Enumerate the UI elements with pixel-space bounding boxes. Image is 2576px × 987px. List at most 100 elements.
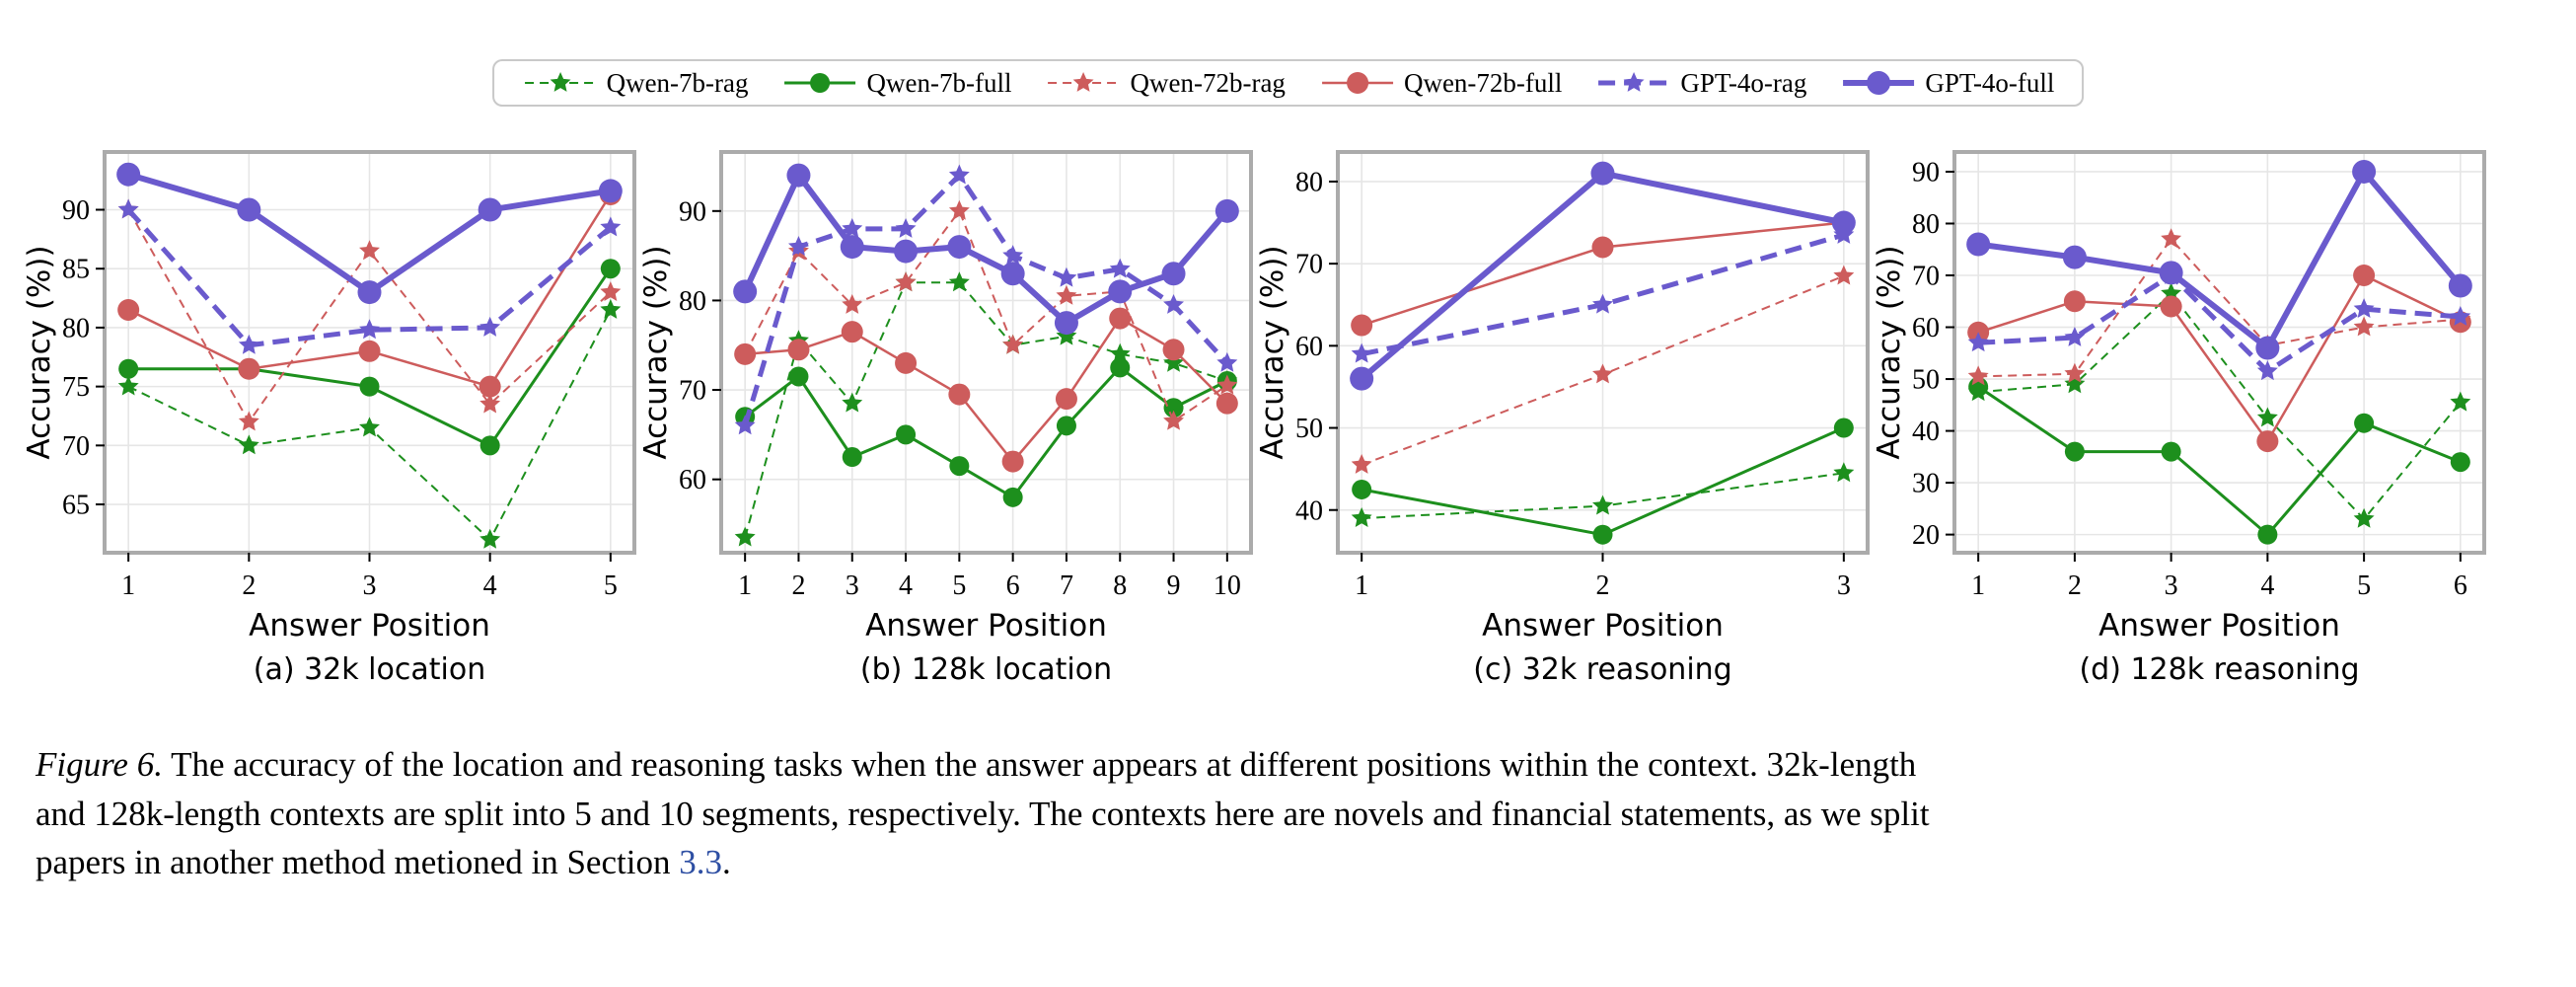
- gpt-4o-rag-marker: [1109, 258, 1131, 278]
- qwen-72b-full-marker: [358, 340, 381, 362]
- y-tick-label: 50: [1912, 365, 1940, 396]
- series-line-qwen-7b-rag: [1978, 291, 2462, 521]
- qwen-72b-rag-marker: [1002, 334, 1024, 354]
- qwen-7b-full-marker: [896, 424, 917, 445]
- y-tick-label: 90: [1912, 157, 1940, 188]
- legend-label: Qwen-7b-full: [866, 67, 1012, 98]
- gpt-4o-rag-marker: [2353, 298, 2375, 319]
- gpt-4o-full-marker: [2062, 245, 2087, 269]
- star-line-sample-icon: [524, 72, 596, 92]
- gpt-4o-full-marker: [598, 179, 623, 203]
- qwen-7b-rag-marker: [479, 528, 501, 549]
- legend-item-qwen-72b-full: Qwen-72b-full: [1319, 66, 1562, 100]
- y-tick-label: 65: [62, 491, 90, 521]
- gpt-4o-full-marker: [1350, 366, 1374, 391]
- x-tick-label: 5: [2357, 570, 2371, 601]
- y-tick-label: 70: [62, 431, 90, 462]
- series-line-gpt-4o-rag: [126, 207, 613, 348]
- gpt-4o-full-marker: [478, 197, 502, 222]
- qwen-72b-full-marker: [2256, 430, 2279, 453]
- qwen-72b-full-marker: [1162, 339, 1185, 361]
- qwen-72b-full-marker: [2160, 295, 2182, 318]
- qwen-7b-full-marker: [118, 358, 139, 379]
- qwen-7b-full-marker: [2161, 441, 2181, 462]
- legend-label: Qwen-72b-full: [1403, 67, 1563, 98]
- qwen-7b-full-marker: [1833, 418, 1854, 438]
- caption-text-3: papers in another method metioned in Sec…: [36, 843, 680, 882]
- chart-caption-d: (d) 128k reasoning: [2079, 652, 2360, 687]
- gpt-4o-rag-marker: [1056, 266, 1077, 287]
- qwen-72b-rag-marker: [1592, 363, 1613, 384]
- qwen-72b-full-marker: [1055, 388, 1077, 411]
- x-tick-label: 10: [1214, 570, 1241, 601]
- gpt-4o-rag-marker: [1002, 245, 1024, 266]
- qwen-7b-rag-marker: [117, 375, 139, 396]
- x-tick-label: 3: [2165, 570, 2178, 601]
- x-tick-label: 1: [1355, 570, 1368, 601]
- qwen-72b-rag-marker: [479, 393, 501, 414]
- circle-line-sample-icon: [1843, 71, 1915, 95]
- qwen-72b-full-marker: [1351, 314, 1373, 337]
- chart-block-c: 40 50 60 70 80 1 2 3 Accuracy (%)) Answer Positio…: [1255, 138, 1876, 687]
- x-tick-label: 5: [952, 570, 966, 601]
- qwen-7b-full-marker: [2354, 413, 2375, 433]
- qwen-7b-full-marker: [788, 366, 809, 387]
- qwen-7b-full-marker: [1110, 357, 1131, 378]
- y-tick-label: 80: [1295, 167, 1323, 197]
- gpt-4o-rag-marker: [479, 316, 501, 337]
- series-line-qwen-7b-full: [744, 365, 1228, 499]
- gpt-4o-full-marker: [1214, 198, 1239, 223]
- x-tick-label: 1: [1971, 570, 1985, 601]
- qwen-72b-full-marker: [238, 357, 260, 380]
- chart-block-a: 65 70 75 80 85 90 1 2 3 4 5 Accuracy (%)) Answer Pos…: [22, 138, 642, 687]
- y-tick-label: 60: [679, 465, 706, 495]
- legend-item-qwen-72b-rag: Qwen-72b-rag: [1045, 66, 1286, 100]
- x-tick-label: 9: [1167, 570, 1181, 601]
- qwen-72b-rag-marker: [1833, 265, 1855, 285]
- y-tick-label: 30: [1912, 469, 1940, 499]
- series-line-qwen-72b-rag: [1978, 237, 2461, 378]
- x-tick-label: 7: [1060, 570, 1073, 601]
- chart-caption-c: (c) 32k reasoning: [1473, 652, 1732, 687]
- qwen-72b-full-marker: [117, 299, 140, 322]
- y-tick-label: 80: [679, 286, 706, 317]
- qwen-72b-full-marker: [2063, 290, 2086, 313]
- qwen-7b-full-marker: [1163, 398, 1184, 418]
- gpt-4o-full-marker: [116, 162, 141, 187]
- qwen-7b-rag-marker: [1592, 494, 1613, 515]
- caption-line-1: Figure 6. The accuracy of the location a…: [36, 740, 2532, 790]
- y-tick-label: 40: [1912, 417, 1940, 447]
- qwen-72b-rag-marker: [1967, 365, 1989, 386]
- circle-line-sample-icon: [1321, 72, 1393, 94]
- qwen-72b-rag-marker: [1056, 284, 1077, 305]
- series-line-gpt-4o-rag: [1978, 271, 2462, 375]
- y-tick-label: 60: [1912, 313, 1940, 343]
- qwen-72b-rag-marker: [1216, 374, 1238, 395]
- qwen-72b-full-marker: [895, 351, 918, 374]
- y-axis-label: Accuracy (%)): [1876, 245, 1907, 459]
- legend-label: Qwen-7b-rag: [606, 67, 749, 98]
- x-axis-label: Answer Position: [249, 608, 490, 642]
- qwen-72b-rag-marker: [842, 293, 863, 314]
- gpt-4o-full-marker: [1108, 279, 1133, 304]
- qwen-7b-rag-marker: [842, 392, 863, 413]
- qwen-7b-rag-marker: [1351, 507, 1372, 527]
- qwen-72b-rag-marker: [895, 271, 917, 292]
- caption-text-3b: .: [721, 843, 731, 882]
- gpt-4o-rag-marker: [2256, 360, 2278, 381]
- qwen-72b-rag-marker: [948, 199, 970, 220]
- qwen-7b-full-marker: [2450, 452, 2470, 473]
- qwen-72b-rag-marker: [1163, 410, 1184, 430]
- circle-line-sample-icon: [784, 73, 856, 93]
- charts-row: 65 70 75 80 85 90 1 2 3 4 5 Accuracy (%)) Answer Pos…: [22, 138, 2492, 687]
- y-tick-label: 90: [62, 195, 90, 226]
- qwen-7b-rag-marker: [1056, 325, 1077, 345]
- chart-legend: Qwen-7b-rag Qwen-7b-full Qwen-72b-rag Qwen-…: [491, 59, 2085, 107]
- x-tick-label: 6: [1006, 570, 1020, 601]
- series-line-qwen-72b-full: [1977, 273, 2462, 444]
- qwen-7b-full-marker: [600, 259, 621, 279]
- section-link[interactable]: 3.3: [679, 843, 722, 882]
- caption-text-1: The accuracy of the location and reasoni…: [162, 745, 1917, 784]
- gpt-4o-full-marker: [894, 239, 919, 264]
- x-tick-label: 3: [846, 570, 859, 601]
